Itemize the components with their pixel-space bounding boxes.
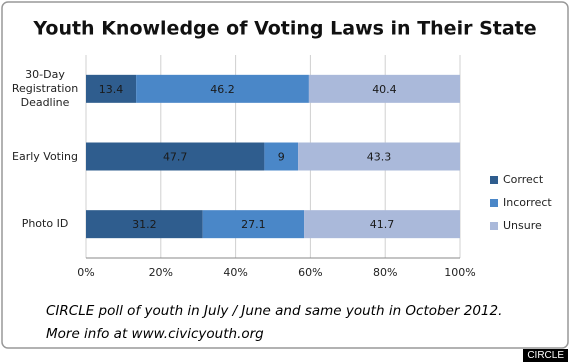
- bar-segment: [298, 142, 460, 171]
- chart-title: Youth Knowledge of Voting Laws in Their …: [32, 18, 536, 40]
- x-tick-label: 80%: [373, 266, 397, 279]
- legend-label: Unsure: [503, 219, 542, 232]
- x-tick-label: 60%: [298, 266, 322, 279]
- data-label: 47.7: [163, 151, 188, 164]
- legend-swatch: [490, 176, 498, 184]
- data-label: 43.3: [367, 151, 392, 164]
- x-tick-label: 40%: [223, 266, 247, 279]
- data-label: 13.4: [99, 83, 124, 96]
- data-label: 41.7: [370, 218, 395, 231]
- source-badge: CIRCLE: [523, 349, 568, 362]
- bar-segment: [86, 210, 203, 239]
- bar-segment: [304, 210, 460, 239]
- legend-label: Correct: [503, 173, 544, 186]
- legend-swatch: [490, 199, 498, 207]
- bar-segment: [202, 210, 305, 239]
- bar-segment: [86, 142, 265, 171]
- data-label: 27.1: [241, 218, 266, 231]
- data-label: 9: [278, 151, 285, 164]
- footnote: CIRCLE poll of youth in July / June and …: [46, 303, 503, 319]
- bar-segment: [136, 74, 309, 103]
- data-label: 40.4: [372, 83, 397, 96]
- legend-swatch: [490, 222, 498, 230]
- y-tick-label: Photo ID: [21, 217, 69, 231]
- x-tick-label: 0%: [77, 266, 94, 279]
- bar-segment: [308, 74, 460, 103]
- chart-frame: [1, 1, 569, 349]
- data-label: 31.2: [132, 218, 157, 231]
- data-label: 46.2: [210, 83, 235, 96]
- x-tick-label: 20%: [149, 266, 173, 279]
- legend-label: Incorrect: [503, 196, 552, 209]
- y-tick-label: 30-Day Registration Deadline: [11, 67, 79, 109]
- footnote: More info at www.civicyouth.org: [46, 326, 264, 342]
- x-tick-label: 100%: [444, 266, 475, 279]
- bar-segment: [264, 142, 299, 171]
- y-tick-label: Early Voting: [12, 149, 78, 163]
- bar-segment: [86, 74, 137, 103]
